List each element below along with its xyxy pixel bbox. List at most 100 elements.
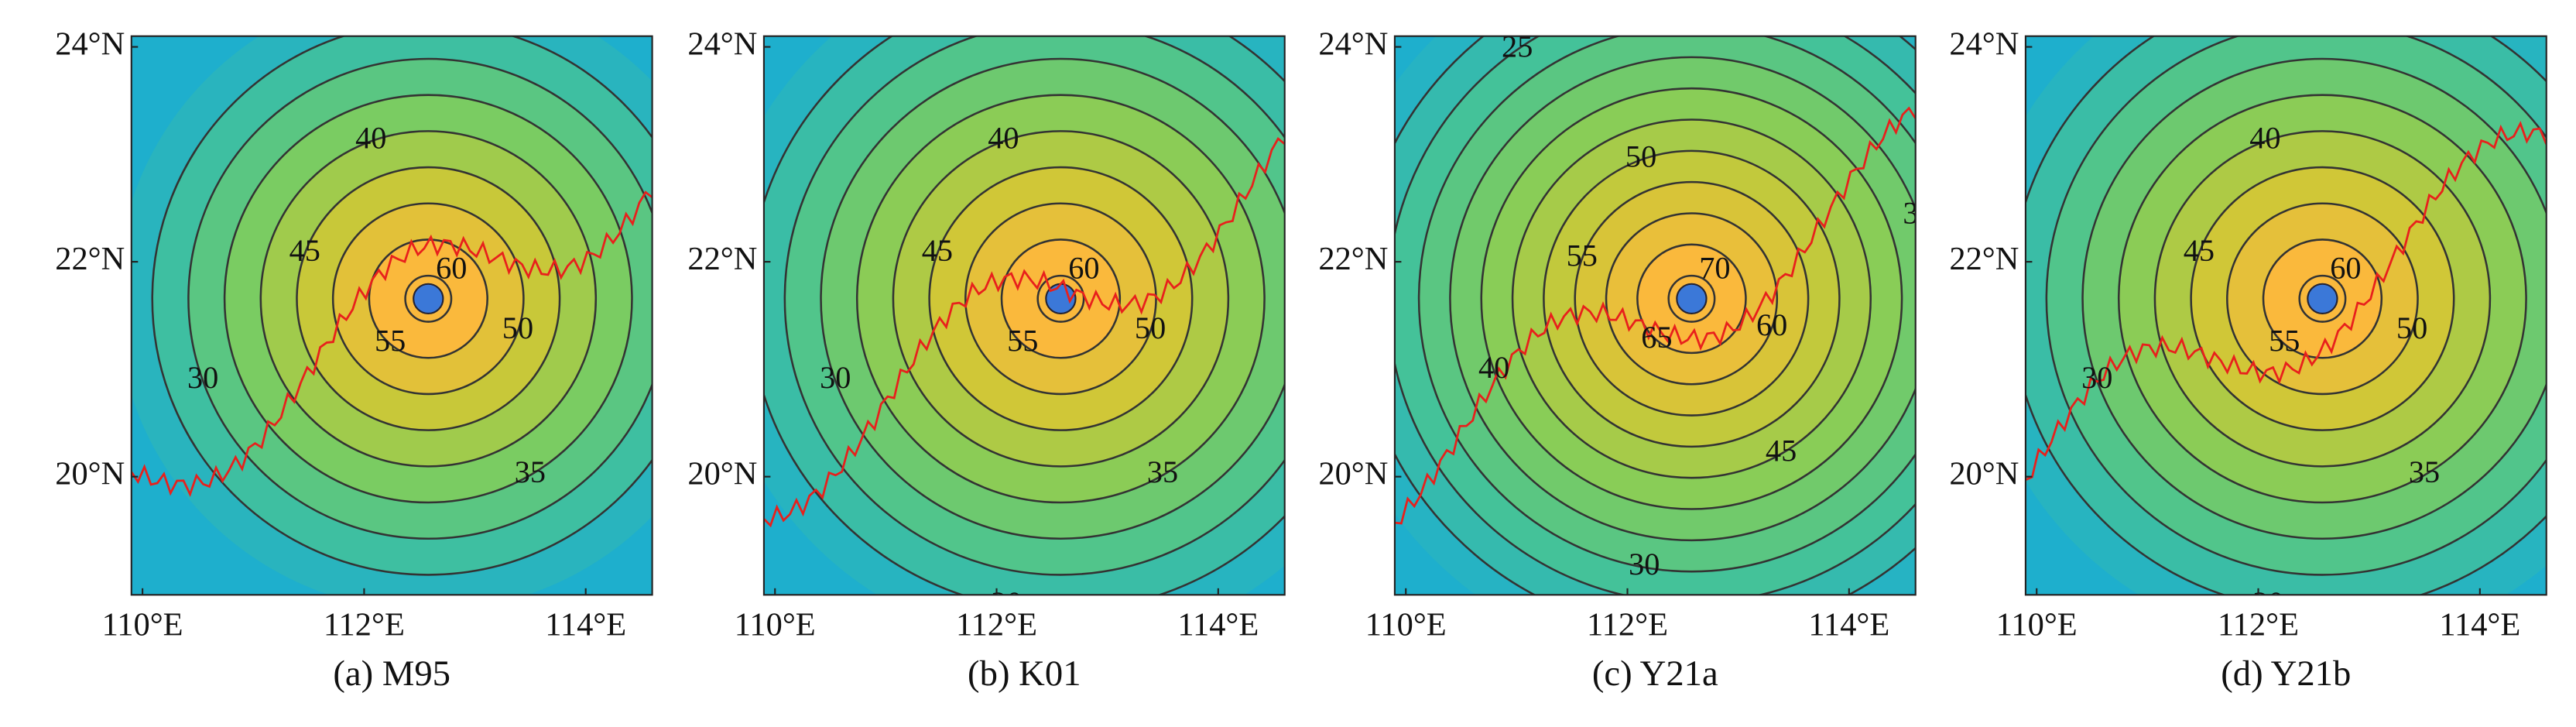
- contour-label: 50: [1625, 139, 1656, 174]
- coastline: [1394, 106, 1916, 525]
- x-tick-label: 114°E: [1808, 606, 1889, 643]
- contour-label: 30: [820, 360, 851, 395]
- y-tick-label: 24°N: [1949, 26, 2019, 62]
- contour-label: 45: [1766, 433, 1797, 468]
- y-tick-label: 24°N: [55, 26, 125, 62]
- x-tick-label: 114°E: [2439, 606, 2520, 643]
- contour-line: [2081, 57, 2547, 540]
- y-tick-label: 22°N: [1318, 241, 1388, 277]
- axes-frame: [762, 35, 1286, 596]
- contour-label: 40: [355, 121, 386, 156]
- contour-line: [1000, 238, 1122, 359]
- contour-label: 55: [1567, 238, 1598, 273]
- contour-line: [223, 94, 633, 504]
- contour-line: [1480, 87, 1903, 510]
- eye: [1676, 283, 1708, 315]
- contour-line: [2190, 166, 2455, 431]
- contour-label: 45: [2184, 233, 2215, 268]
- panel: 60 55 50 45 40 35 30 25 20 110°E 112°E 114°E 20°N 22°…: [687, 26, 1286, 694]
- contour-line: [2298, 274, 2347, 323]
- contour-line: [331, 202, 525, 396]
- contour-label: 35: [515, 454, 546, 489]
- contour-label: 50: [2396, 310, 2427, 345]
- contour-label: 25: [2566, 183, 2576, 218]
- x-tick-label: 112°E: [2218, 606, 2299, 643]
- contour-label: 35: [1147, 454, 1178, 489]
- contour-label: 30: [187, 360, 218, 395]
- coastline: [131, 190, 653, 498]
- y-tick-label: 22°N: [1949, 241, 2019, 277]
- x-tick-label: 110°E: [102, 606, 183, 643]
- axes-frame: [130, 35, 653, 596]
- panel-title: (b) K01: [968, 653, 1081, 694]
- eye: [413, 283, 444, 315]
- contour-label: 60: [1068, 250, 1099, 285]
- x-tick-label: 110°E: [1365, 606, 1447, 643]
- contour-line: [259, 130, 598, 468]
- contour-label: 55: [2269, 324, 2300, 358]
- contour-line: [1574, 180, 1810, 417]
- coastline: [2025, 121, 2547, 482]
- contour-line: [783, 36, 1285, 576]
- contour-line: [1036, 274, 1085, 323]
- contour-line: [1417, 36, 1916, 573]
- contour-line: [1636, 243, 1747, 355]
- x-tick-label: 114°E: [545, 606, 626, 643]
- contour-line: [2153, 130, 2492, 468]
- panel-title: (c) Y21a: [1592, 653, 1718, 694]
- contour-label: 45: [289, 233, 320, 268]
- contour-label: 60: [1756, 307, 1787, 342]
- panel: 7065605550454035302520110°E112°E114°E20°…: [1318, 26, 1934, 694]
- contour-label: 50: [1135, 310, 1166, 345]
- contour-line: [2117, 94, 2527, 504]
- contour-label: 45: [922, 233, 953, 268]
- contour-line: [151, 36, 653, 576]
- map-area: 60 55 50 45 40 35 30 25 20: [2025, 36, 2576, 595]
- contour-line: [928, 166, 1194, 431]
- y-tick-label: 22°N: [687, 241, 757, 277]
- contour-label: 70: [1699, 250, 1730, 285]
- contour-line: [964, 202, 1157, 396]
- coastline: [763, 137, 1285, 528]
- contour-label: 55: [375, 324, 406, 358]
- contour-label: 30: [1629, 547, 1660, 581]
- contour-label: 40: [988, 121, 1019, 156]
- y-tick-label: 24°N: [687, 26, 757, 62]
- contour-line: [1605, 212, 1779, 386]
- contour-label: 25: [672, 183, 703, 218]
- contour-line: [855, 94, 1266, 504]
- panel: 60 55 50 45 40 35 30 25 20 110°E 112°E 114°E 20°N 22°…: [1949, 26, 2576, 694]
- x-tick-label: 112°E: [1587, 606, 1668, 643]
- contour-line: [2262, 238, 2383, 359]
- y-tick-label: 20°N: [1318, 455, 1388, 492]
- contour-line: [1667, 274, 1716, 323]
- y-tick-label: 22°N: [55, 241, 125, 277]
- map-area: 60 55 50 45 40 35 30 25: [131, 36, 703, 595]
- x-tick-label: 110°E: [735, 606, 816, 643]
- contour-line: [892, 130, 1230, 468]
- x-tick-label: 112°E: [324, 606, 405, 643]
- contour-line: [2045, 36, 2547, 576]
- contour-label: 30: [2081, 360, 2112, 395]
- contour-label: 40: [1478, 350, 1509, 385]
- contour-label: 60: [436, 250, 467, 285]
- x-tick-label: 112°E: [956, 606, 1037, 643]
- contour-label: 20: [991, 585, 1022, 620]
- axes-frame: [1393, 35, 1917, 596]
- axes-frame: [2024, 35, 2547, 596]
- map-area: 7065605550454035302520: [1394, 36, 1934, 595]
- map-area: 60 55 50 45 40 35 30 25 20: [763, 36, 1285, 620]
- y-tick-label: 20°N: [55, 455, 125, 492]
- y-tick-label: 20°N: [687, 455, 757, 492]
- contour-label: 40: [2249, 121, 2280, 156]
- contour-line: [296, 166, 561, 431]
- x-tick-label: 114°E: [1177, 606, 1259, 643]
- contour-label: 60: [2330, 250, 2361, 285]
- panel-title: (d) Y21b: [2221, 653, 2351, 694]
- contour-label: 35: [1903, 195, 1934, 230]
- contour-line: [1511, 118, 1872, 479]
- contour-line: [1449, 56, 1916, 542]
- contour-line: [2226, 202, 2419, 396]
